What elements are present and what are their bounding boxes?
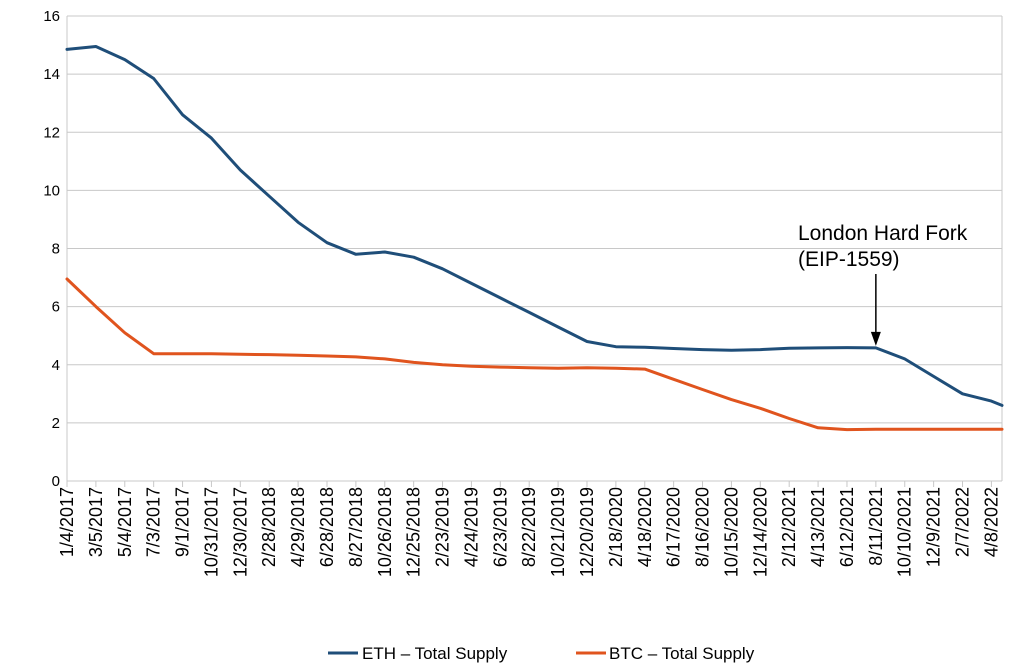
y-tick-10: 10 — [43, 182, 60, 199]
x-tick-label: 4/18/2020 — [635, 487, 655, 567]
x-tick-label: 8/27/2018 — [346, 487, 366, 567]
x-tick-label: 10/10/2021 — [895, 487, 915, 577]
x-tick-label: 6/23/2019 — [490, 487, 510, 567]
x-tick-label: 10/15/2020 — [721, 487, 741, 577]
y-tick-8: 8 — [52, 241, 60, 258]
x-axis-tick-labels: 1/4/2017 3/5/2017 5/4/2017 7/3/2017 9/1/2017… — [57, 487, 1001, 577]
x-tick-label: 2/23/2019 — [433, 487, 453, 567]
legend: ETH – Total Supply BTC – Total Supply — [328, 644, 755, 663]
x-tick-label: 10/21/2019 — [548, 487, 568, 577]
x-tick-label: 12/9/2021 — [924, 487, 944, 567]
y-tick-6: 6 — [52, 299, 60, 316]
x-tick-label: 4/8/2022 — [981, 487, 1001, 557]
annotation: London Hard Fork (EIP-1559) — [798, 222, 968, 346]
x-tick-label: 1/4/2017 — [57, 487, 77, 557]
x-tick-label: 12/25/2018 — [404, 487, 424, 577]
annotation-line2: (EIP-1559) — [798, 248, 900, 271]
x-tick-label: 12/20/2019 — [577, 487, 597, 577]
x-tick-label: 10/26/2018 — [375, 487, 395, 577]
x-tick-label: 6/12/2021 — [837, 487, 857, 567]
series-line-btc — [65, 277, 1004, 432]
axes — [66, 16, 1003, 487]
x-tick-label: 7/3/2017 — [144, 487, 164, 557]
y-tick-4: 4 — [52, 357, 60, 374]
x-tick-label: 2/18/2020 — [606, 487, 626, 567]
x-tick-label: 2/7/2022 — [953, 487, 973, 557]
y-tick-14: 14 — [43, 66, 60, 83]
x-tick-label: 4/24/2019 — [461, 487, 481, 567]
x-tick-label: 8/22/2019 — [519, 487, 539, 567]
series-lines — [65, 45, 1004, 432]
x-tick-label: 8/11/2021 — [866, 487, 886, 566]
annotation-arrowhead — [870, 331, 881, 346]
y-tick-0: 0 — [52, 473, 60, 490]
x-tick-label: 6/28/2018 — [317, 487, 337, 567]
legend-eth-label: ETH – Total Supply — [362, 644, 508, 663]
x-tick-label: 9/1/2017 — [173, 487, 193, 557]
y-axis-tick-labels: 0 2 4 6 8 10 12 14 16 — [43, 8, 60, 490]
legend-btc-label: BTC – Total Supply — [609, 644, 755, 663]
x-tick-label: 3/5/2017 — [86, 487, 106, 557]
x-tick-label: 5/4/2017 — [115, 487, 135, 557]
y-tick-12: 12 — [43, 124, 60, 141]
x-tick-label: 2/28/2018 — [259, 487, 279, 567]
x-tick-label: 2/12/2021 — [779, 487, 799, 567]
x-tick-label: 6/17/2020 — [664, 487, 684, 567]
x-tick-label: 10/31/2017 — [201, 487, 221, 577]
series-line-eth — [65, 45, 1004, 407]
x-tick-label: 12/14/2020 — [750, 487, 770, 577]
x-tick-label: 4/29/2018 — [288, 487, 308, 567]
x-tick-label: 8/16/2020 — [693, 487, 713, 567]
y-tick-2: 2 — [52, 415, 60, 432]
gridlines — [67, 15, 1002, 482]
y-tick-16: 16 — [43, 8, 60, 25]
x-tick-label: 4/13/2021 — [808, 487, 828, 567]
annotation-line1: London Hard Fork — [798, 222, 968, 245]
x-tick-label: 12/30/2017 — [230, 487, 250, 577]
